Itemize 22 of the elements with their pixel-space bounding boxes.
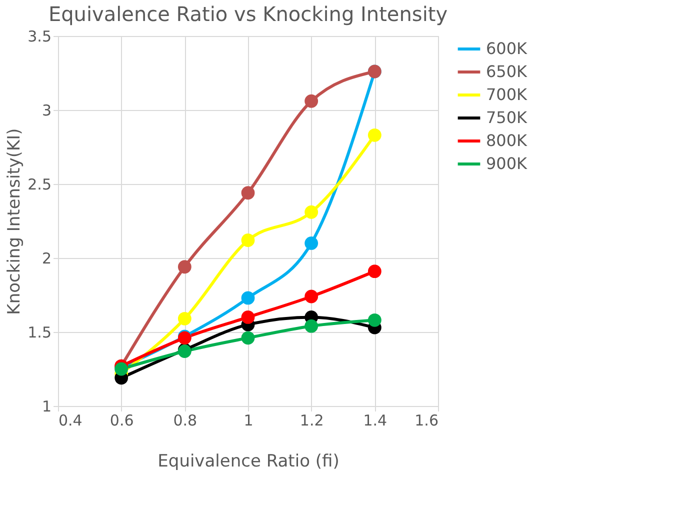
x-tick-label: 0.4 [58,412,82,430]
legend-label: 800K [486,131,528,150]
x-tick-label: 1.6 [414,412,438,430]
y-axis-title: Knocking Intensity(KI) [4,128,25,315]
y-tick-label: 1.5 [28,324,52,342]
chart-title: Equivalence Ratio vs Knocking Intensity [48,2,448,26]
x-tick-label: 0.6 [110,412,134,430]
y-tick-label: 2 [42,250,52,268]
x-tick-label: 0.8 [173,412,198,430]
y-tick-label: 3 [42,102,52,120]
x-tick-label: 1.2 [300,412,324,430]
legend-label: 750K [486,108,528,127]
y-tick-label: 3.5 [28,28,52,46]
x-tick-label: 1 [244,412,254,430]
x-tick-label: 1.4 [363,412,388,430]
legend-label: 700K [486,85,528,104]
y-tick-label: 2.5 [28,176,52,194]
x-axis-title: Equivalence Ratio (fi) [158,452,340,472]
y-tick-label: 1 [42,398,52,416]
legend-label: 900K [486,154,528,173]
legend-label: 600K [486,39,528,58]
legend-label: 650K [486,62,528,81]
